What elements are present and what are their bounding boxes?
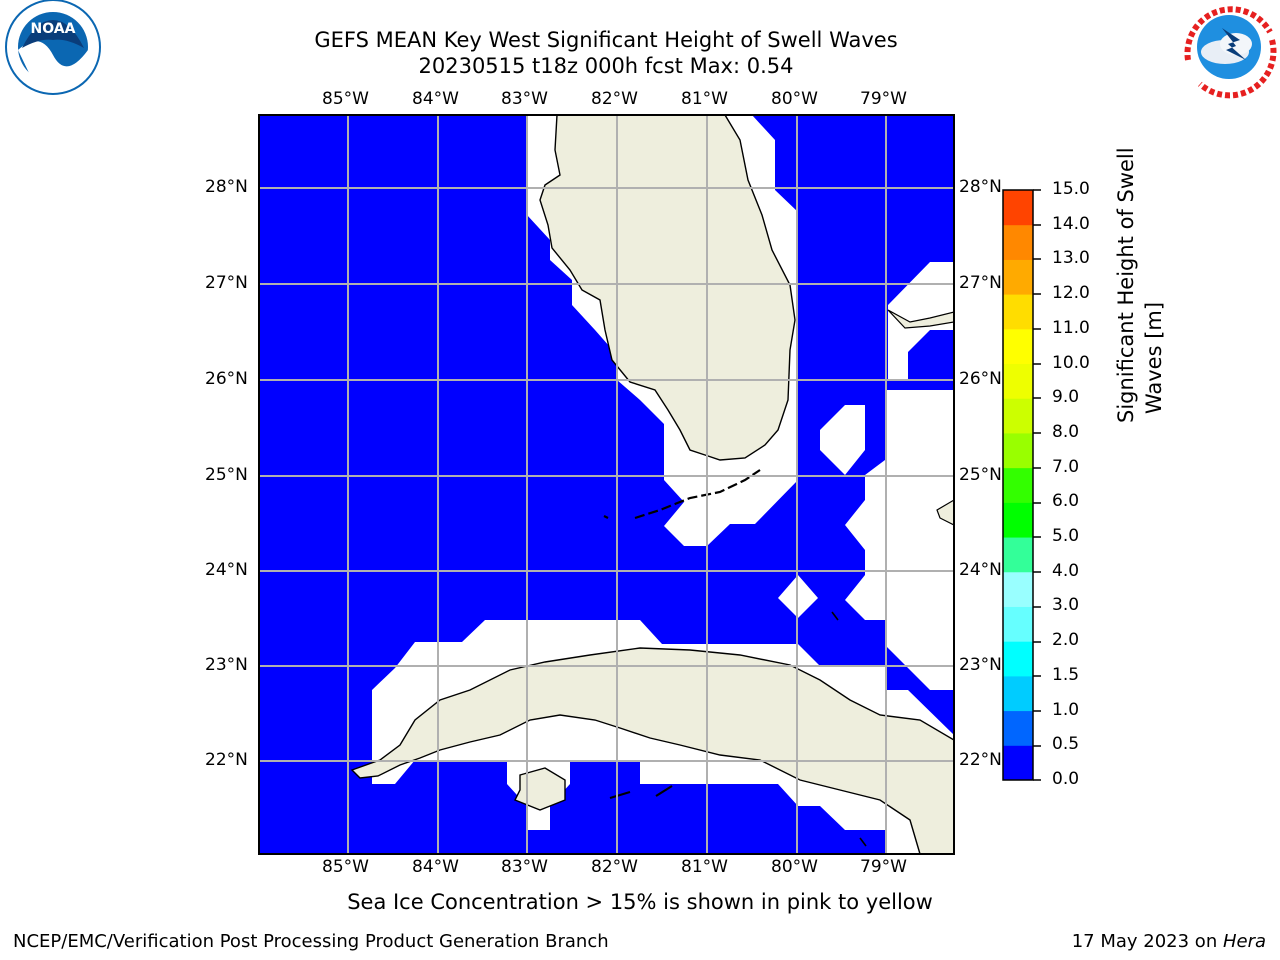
- colorbar-segment: [1003, 259, 1033, 295]
- colorbar: [1002, 189, 1034, 781]
- colorbar-tick-label: 10.0: [1052, 352, 1090, 373]
- colorbar-segment: [1003, 398, 1033, 434]
- colorbar-tick-label: 9.0: [1052, 387, 1080, 408]
- lat-tick-right-27n: 27°N: [959, 273, 1002, 293]
- noaa-logo-icon: NOAA: [5, 0, 101, 95]
- lon-tick-bottom-81w: 81°W: [681, 857, 728, 877]
- colorbar-segment: [1003, 294, 1033, 330]
- lat-tick-left-23n: 23°N: [205, 655, 248, 675]
- footer-host: Hera: [1222, 931, 1266, 952]
- lon-tick-top-84w: 84°W: [412, 89, 459, 109]
- colorbar-segment: [1003, 641, 1033, 677]
- colorbar-tick-label: 0.5: [1052, 734, 1080, 755]
- colorbar-segment: [1003, 675, 1033, 712]
- florida-keys: [634, 469, 761, 520]
- colorbar-tick-label: 15.0: [1052, 179, 1090, 199]
- nws-logo-icon: [1182, 0, 1277, 99]
- lat-tick-right-24n: 24°N: [959, 560, 1002, 580]
- colorbar-tick-label: 4.0: [1052, 560, 1080, 581]
- lon-tick-bottom-80w: 80°W: [771, 857, 818, 877]
- map-title: GEFS MEAN Key West Significant Height of…: [314, 28, 898, 52]
- map-subtitle-forecast: 20230515 t18z 000h fcst Max: 0.54: [418, 54, 794, 78]
- colorbar-segment: [1003, 190, 1033, 226]
- colorbar-segment: [1003, 432, 1033, 469]
- lat-tick-left-25n: 25°N: [205, 465, 248, 485]
- lon-tick-top-85w: 85°W: [322, 89, 369, 109]
- lon-tick-top-81w: 81°W: [681, 89, 728, 109]
- colorbar-title: Significant Height of Swell Waves [m]: [1112, 147, 1168, 423]
- colorbar-tick-label: 0.0: [1052, 769, 1080, 789]
- lat-tick-right-22n: 22°N: [959, 750, 1002, 770]
- lon-tick-bottom-85w: 85°W: [322, 857, 369, 877]
- land-florida: [539, 114, 796, 461]
- lon-tick-bottom-79w: 79°W: [860, 857, 907, 877]
- lat-tick-left-26n: 26°N: [205, 369, 248, 389]
- colorbar-tick-label: 12.0: [1052, 283, 1090, 304]
- lat-tick-left-24n: 24°N: [205, 560, 248, 580]
- colorbar-tick-label: 6.0: [1052, 491, 1080, 512]
- colorbar-segment: [1003, 710, 1033, 746]
- lat-tick-left-22n: 22°N: [205, 750, 248, 770]
- lon-tick-top-83w: 83°W: [501, 89, 548, 109]
- footer-branch: NCEP/EMC/Verification Post Processing Pr…: [13, 931, 609, 952]
- map-area: [258, 114, 955, 855]
- colorbar-segment: [1003, 537, 1033, 573]
- lat-tick-right-28n: 28°N: [959, 177, 1002, 197]
- colorbar-ticks: [1033, 189, 1041, 781]
- footer-date: 17 May 2023 on Hera: [1072, 931, 1266, 952]
- colorbar-title-line2: Waves [m]: [1142, 301, 1166, 415]
- lon-tick-bottom-82w: 82°W: [591, 857, 638, 877]
- footer-date-text: 17 May 2023 on: [1071, 931, 1223, 952]
- colorbar-tick-label: 14.0: [1052, 213, 1090, 234]
- colorbar-segment: [1003, 224, 1033, 260]
- lat-tick-left-27n: 27°N: [205, 273, 248, 293]
- colorbar-title-line1: Significant Height of Swell: [1114, 147, 1138, 423]
- colorbar-tick-label: 2.0: [1052, 630, 1080, 651]
- colorbar-segment: [1003, 328, 1033, 365]
- lon-tick-bottom-84w: 84°W: [412, 857, 459, 877]
- colorbar-tick-label: 3.0: [1052, 595, 1080, 616]
- lat-tick-right-23n: 23°N: [959, 655, 1002, 675]
- svg-text:NOAA: NOAA: [31, 21, 76, 37]
- colorbar-tick-label: 1.0: [1052, 699, 1080, 720]
- colorbar-segment: [1003, 606, 1033, 642]
- colorbar-segment: [1003, 571, 1033, 607]
- lon-tick-top-80w: 80°W: [771, 89, 818, 109]
- lon-tick-bottom-83w: 83°W: [501, 857, 548, 877]
- sea-ice-note: Sea Ice Concentration > 15% is shown in …: [347, 890, 933, 914]
- colorbar-tick-label: 7.0: [1052, 456, 1080, 477]
- lat-tick-right-26n: 26°N: [959, 369, 1002, 389]
- colorbar-tick-label: 8.0: [1052, 421, 1080, 442]
- colorbar-tick-label: 5.0: [1052, 526, 1080, 547]
- lon-tick-top-79w: 79°W: [860, 89, 907, 109]
- lat-tick-right-25n: 25°N: [959, 465, 1002, 485]
- colorbar-segment: [1003, 363, 1033, 399]
- lon-tick-top-82w: 82°W: [591, 89, 638, 109]
- colorbar-segment: [1003, 745, 1033, 781]
- colorbar-tick-label: 11.0: [1052, 317, 1090, 338]
- colorbar-tick-label: 13.0: [1052, 248, 1090, 269]
- colorbar-segment: [1003, 502, 1033, 538]
- colorbar-tick-label: 1.5: [1052, 664, 1080, 685]
- map-gridlines: [259, 115, 954, 854]
- colorbar-segment: [1003, 467, 1033, 503]
- lat-tick-left-28n: 28°N: [205, 177, 248, 197]
